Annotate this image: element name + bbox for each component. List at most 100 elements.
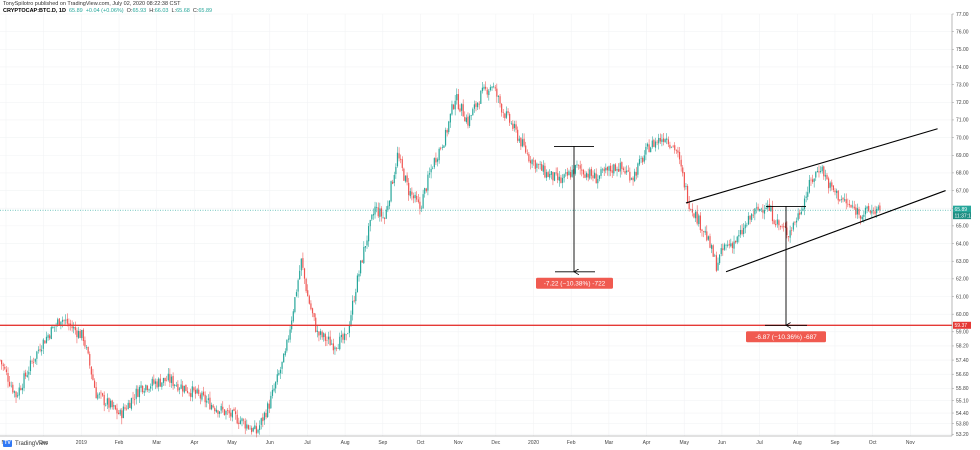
x-axis[interactable]: Nov Dec 2019 Feb Mar Apr May Jun Jul Aug Sep Oct Nov… xyxy=(0,435,952,446)
footer-brand: TradingView xyxy=(15,440,49,447)
candle-body xyxy=(347,333,349,335)
candle-body xyxy=(372,213,375,216)
candle-body xyxy=(725,244,727,246)
candle-body xyxy=(707,236,709,240)
candle-body xyxy=(332,343,334,351)
candle-body xyxy=(57,319,59,325)
candle-body xyxy=(664,139,666,143)
candle-body xyxy=(674,145,676,151)
candle-body xyxy=(71,326,73,329)
candle-body xyxy=(587,173,589,178)
candle-body xyxy=(465,117,467,123)
candle-body xyxy=(119,410,121,415)
x-tick-label: Dec xyxy=(39,440,48,446)
candle-body xyxy=(307,290,309,297)
candle-body xyxy=(704,230,706,233)
candle-body xyxy=(568,171,570,176)
candle-body xyxy=(348,325,350,333)
candle-body xyxy=(63,319,65,321)
candle-body xyxy=(861,216,863,220)
candle-body xyxy=(805,196,807,198)
candle-body xyxy=(299,270,301,280)
candle-body xyxy=(0,359,1,361)
candle-body xyxy=(526,153,528,155)
candle-body xyxy=(821,166,823,172)
candle-body xyxy=(286,339,288,351)
candle-body xyxy=(807,192,809,197)
candle-body xyxy=(741,229,743,235)
candle-body xyxy=(702,231,705,232)
candle-body xyxy=(483,86,485,89)
candle-body xyxy=(690,209,692,210)
candle-body xyxy=(470,115,472,116)
candle-body xyxy=(427,174,429,191)
candle-body xyxy=(577,164,580,166)
y-tick-label: 59.00 xyxy=(956,330,969,336)
candle-body xyxy=(186,390,189,393)
candle-body xyxy=(475,103,477,107)
candle-body xyxy=(26,375,28,377)
candle-body xyxy=(866,206,868,209)
candle-body xyxy=(858,209,860,215)
candle-body xyxy=(836,190,838,193)
candle-body xyxy=(512,123,514,129)
candle-body xyxy=(646,143,649,147)
candle-body xyxy=(270,395,272,409)
candle-body xyxy=(364,246,367,248)
candle-body xyxy=(279,369,282,374)
candle-body xyxy=(593,172,596,179)
candle-body xyxy=(844,199,846,201)
candle-body xyxy=(816,170,818,173)
candle-body xyxy=(433,158,435,168)
chart-header: TonySpilotro published on TradingView.co… xyxy=(3,1,215,15)
candle-body xyxy=(287,338,290,340)
candle-body xyxy=(542,165,544,172)
candle-body xyxy=(111,400,113,408)
candles xyxy=(0,81,881,438)
candle-body xyxy=(209,397,211,410)
candle-body xyxy=(353,300,355,302)
candle-body xyxy=(361,260,363,263)
candle-body xyxy=(151,378,153,387)
candle-body xyxy=(765,207,767,210)
y-axis[interactable]: 77.00 76.00 75.00 74.00 73.00 72.00 71.00 70.00… xyxy=(951,12,969,438)
x-tick-label: 2020 xyxy=(528,440,539,446)
candle-body xyxy=(477,102,479,108)
x-tick-label: Jun xyxy=(266,440,274,446)
candle-body xyxy=(214,408,216,412)
candle-body xyxy=(236,414,238,424)
candle-body xyxy=(217,410,219,414)
y-tick-label: 72.00 xyxy=(956,100,969,106)
symbol-name[interactable]: CRYPTOCAP:BTC.D, 1D xyxy=(3,8,66,14)
candle-body xyxy=(98,393,100,395)
candle-body xyxy=(225,410,227,415)
channel-upper-line xyxy=(685,128,938,204)
candle-body xyxy=(743,227,745,235)
candle-body xyxy=(648,144,650,153)
candle-body xyxy=(380,208,383,217)
candle-body xyxy=(629,171,631,181)
candle-body xyxy=(464,116,466,122)
candle-body xyxy=(430,168,432,173)
candle-body xyxy=(776,219,778,225)
candle-body xyxy=(255,426,258,434)
candle-body xyxy=(561,177,564,183)
candle-body xyxy=(254,425,256,429)
candle-body xyxy=(719,254,721,264)
y-tick-label: 57.40 xyxy=(956,358,969,364)
y-tick-label: 55.10 xyxy=(956,398,969,404)
candle-body xyxy=(100,392,102,394)
candle-body xyxy=(68,323,70,325)
candle-body xyxy=(302,258,304,268)
candle-body xyxy=(598,175,601,179)
candle-body xyxy=(150,386,152,389)
candle-body xyxy=(472,109,474,116)
candle-body xyxy=(683,172,685,188)
candle-body xyxy=(289,329,291,340)
y-tick-label: 61.00 xyxy=(956,294,969,300)
price-tag-label: 65.89 xyxy=(955,207,968,213)
candle-body xyxy=(762,209,764,213)
candle-body xyxy=(473,104,475,109)
